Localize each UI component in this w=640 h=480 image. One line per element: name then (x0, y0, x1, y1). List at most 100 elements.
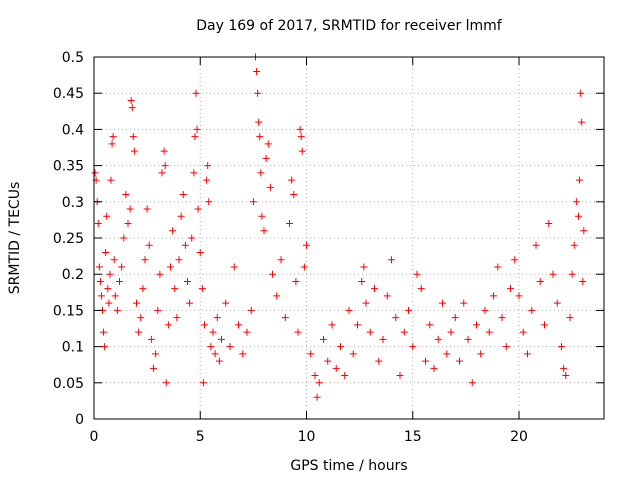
data-point (460, 299, 468, 307)
y-tick-label: 0.25 (53, 231, 84, 247)
data-point (266, 183, 274, 191)
data-point (253, 67, 261, 75)
data-point (193, 125, 201, 133)
data-point (239, 350, 247, 358)
data-point (145, 241, 153, 249)
data-point (490, 292, 497, 300)
data-point (143, 205, 151, 213)
data-point (120, 234, 128, 242)
data-point (345, 306, 353, 314)
data-point (468, 379, 476, 387)
data-point (262, 154, 270, 162)
data-point (122, 191, 130, 199)
y-tick-label: 0.05 (53, 376, 84, 392)
data-point (129, 133, 137, 141)
data-point (198, 285, 206, 293)
axis-ticks: 0 0.05 0.1 0.15 0.2 0.25 0.3 0.35 0.4 0.45 0.5 0 5 10… (53, 50, 604, 445)
data-point (549, 270, 557, 278)
data-point (110, 256, 118, 264)
data-point (341, 372, 349, 380)
data-point (379, 335, 387, 343)
data-point (430, 364, 438, 372)
data-point (362, 299, 370, 307)
data-point (447, 328, 455, 336)
data-point (211, 350, 219, 358)
data-point (562, 372, 570, 380)
data-point (575, 212, 582, 220)
data-point (545, 220, 553, 228)
data-point (515, 292, 523, 300)
data-point (141, 256, 149, 264)
data-point (502, 343, 510, 351)
data-point (328, 321, 336, 329)
data-point (158, 169, 166, 177)
data-point (147, 335, 155, 343)
data-point (572, 198, 580, 206)
data-point (106, 270, 114, 278)
data-point (162, 379, 170, 387)
data-point (190, 169, 198, 177)
data-point (100, 328, 108, 336)
data-point (179, 191, 187, 199)
data-point (313, 393, 321, 401)
data-point (94, 220, 102, 228)
data-point (451, 314, 459, 322)
data-point (566, 314, 574, 322)
data-point (532, 241, 540, 249)
data-point (360, 263, 368, 271)
data-point (456, 357, 463, 365)
data-point (204, 162, 212, 170)
data-point (577, 89, 585, 97)
data-point (485, 328, 493, 336)
data-point (161, 162, 169, 170)
data-point (294, 328, 302, 336)
y-tick-label: 0.15 (53, 303, 84, 319)
data-point (578, 118, 586, 126)
data-point (349, 350, 357, 358)
data-point (396, 372, 404, 380)
data-point (269, 270, 276, 278)
data-point (196, 248, 204, 256)
data-point (303, 241, 310, 249)
data-point (296, 125, 304, 133)
data-point (439, 299, 446, 307)
data-point (524, 350, 531, 358)
grid (94, 57, 604, 419)
data-point (324, 357, 332, 365)
data-point (97, 292, 105, 300)
data-point (111, 292, 119, 300)
data-point (576, 176, 584, 184)
data-point (541, 321, 548, 329)
data-point (580, 227, 588, 235)
data-point (375, 357, 383, 365)
data-point (167, 263, 174, 271)
data-point (113, 306, 121, 314)
data-point (511, 256, 519, 264)
data-point (337, 343, 344, 351)
data-point (311, 372, 319, 380)
y-tick-label: 0.4 (62, 122, 84, 138)
y-tick-label: 0 (75, 412, 84, 428)
data-point (247, 306, 255, 314)
data-point (218, 335, 225, 343)
data-point (95, 263, 103, 271)
y-tick-label: 0.1 (62, 340, 84, 356)
data-point (207, 343, 215, 351)
data-point (249, 198, 257, 206)
data-point (133, 299, 140, 307)
data-point (186, 299, 194, 307)
data-point (181, 241, 189, 249)
data-point (243, 328, 251, 336)
data-point (139, 285, 147, 293)
data-point (126, 205, 134, 213)
data-point (215, 357, 223, 365)
data-point (300, 263, 308, 271)
data-point (103, 212, 111, 220)
data-point (235, 321, 242, 329)
data-point (354, 321, 361, 329)
data-point (254, 89, 262, 97)
data-point (388, 256, 395, 264)
data-point (184, 277, 191, 285)
data-point (292, 277, 300, 285)
data-point (177, 212, 185, 220)
